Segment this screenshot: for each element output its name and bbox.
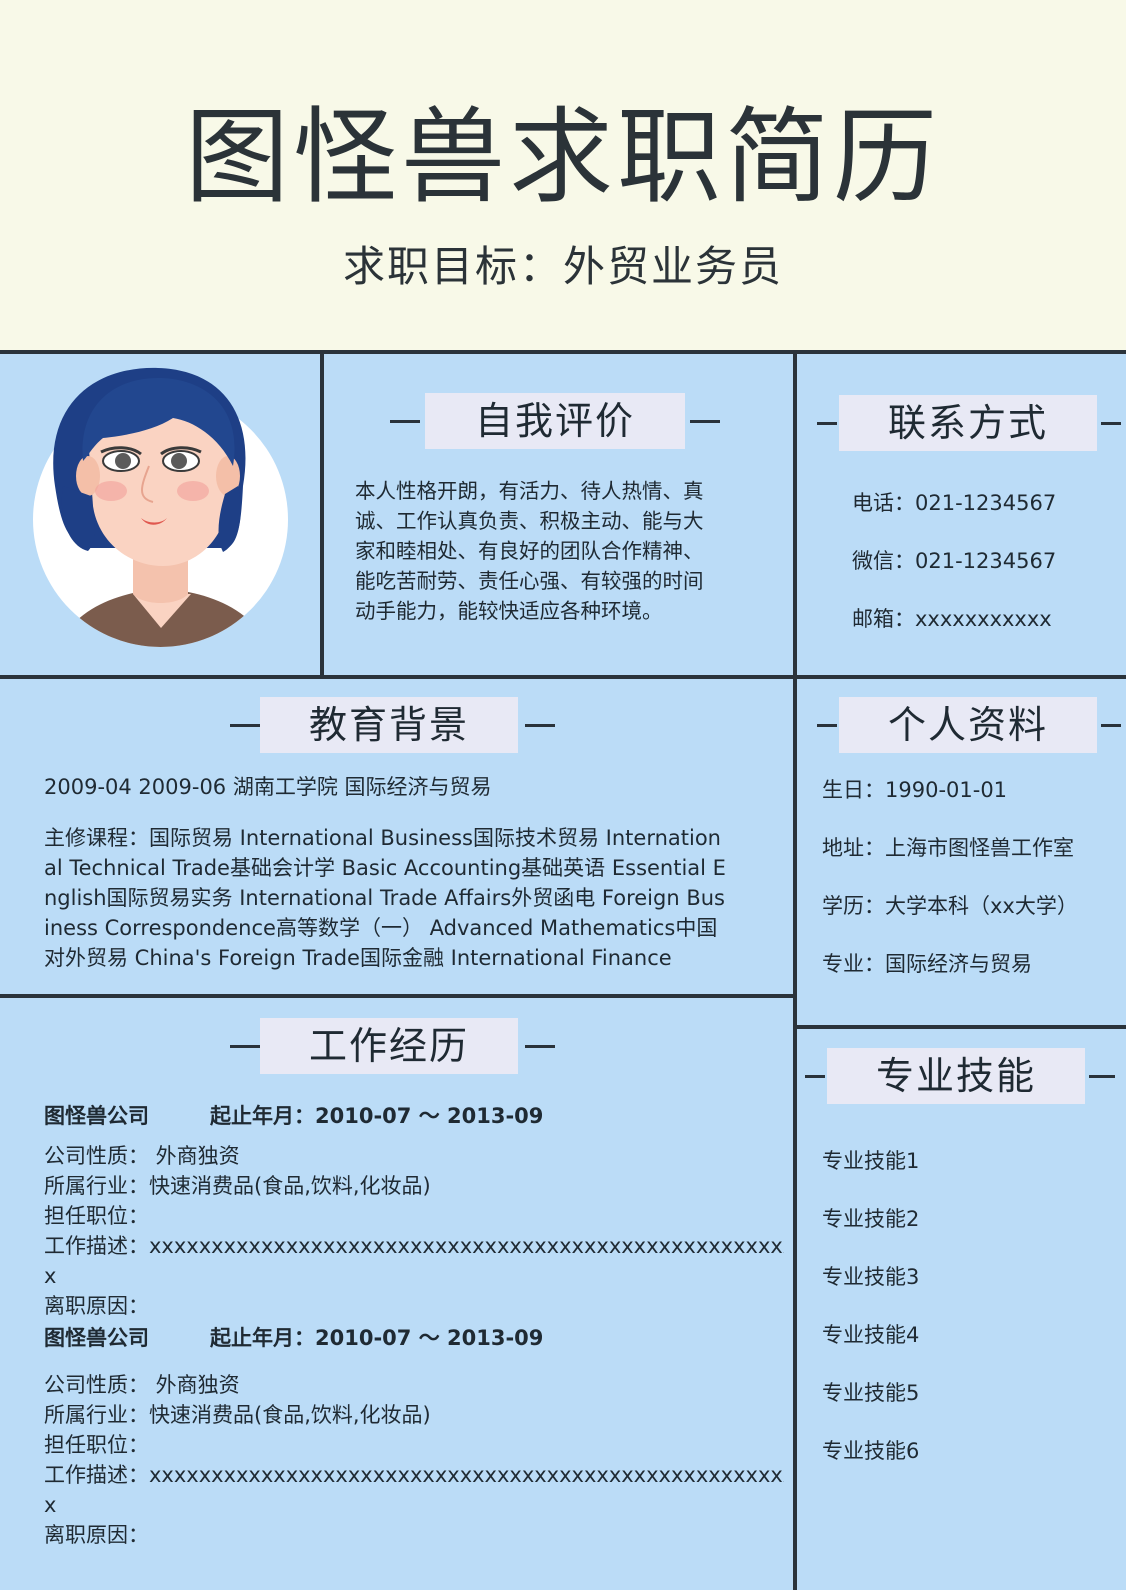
education-title: 教育背景 (260, 697, 518, 753)
job-position: 担任职位： (44, 1433, 149, 1457)
self-eval-title: 自我评价 (425, 393, 685, 449)
skill-item: 专业技能5 (822, 1381, 920, 1405)
self-eval-text: 本人性格开朗，有活力、待人热情、真 诚、工作认真负责、积极主动、能与大 家和睦相… (355, 476, 775, 626)
heading-dash (690, 420, 720, 423)
work-title: 工作经历 (260, 1018, 518, 1074)
divider (0, 994, 795, 998)
divider (320, 352, 324, 677)
self-eval-line: 本人性格开朗，有活力、待人热情、真 (355, 479, 704, 503)
heading-dash (390, 420, 420, 423)
heading-dash (525, 724, 555, 727)
profile-heading: 个人资料 (817, 697, 1122, 753)
job-description: 工作描述：xxxxxxxxxxxxxxxxxxxxxxxxxxxxxxxxxxx… (44, 1234, 784, 1258)
contact-title: 联系方式 (839, 395, 1097, 451)
courses-line: nglish国际贸易实务 International Trade Affairs… (44, 886, 725, 910)
heading-dash (230, 724, 260, 727)
heading-dash (817, 422, 837, 425)
job-description: 工作描述：xxxxxxxxxxxxxxxxxxxxxxxxxxxxxxxxxxx… (44, 1463, 784, 1487)
heading-dash (817, 724, 837, 727)
skills-heading: 专业技能 (805, 1048, 1115, 1104)
divider (793, 352, 797, 1590)
job-description-wrap: x (44, 1264, 57, 1288)
job-objective: 求职目标：外贸业务员 (342, 242, 783, 291)
skill-item: 专业技能4 (822, 1323, 920, 1347)
courses-line: al Technical Trade基础会计学 Basic Accounting… (44, 856, 726, 880)
contact-phone: 电话：021-1234567 (852, 491, 1057, 515)
company-name: 图怪兽公司 (44, 1104, 149, 1128)
self-eval-line: 家和睦相处、有良好的团队合作精神、 (355, 539, 704, 563)
heading-dash (1101, 724, 1121, 727)
education-courses: 主修课程：国际贸易 International Business国际技术贸易 I… (44, 823, 784, 973)
contact-wechat: 微信：021-1234567 (852, 549, 1057, 573)
company-industry: 所属行业：快速消费品(食品,饮料,化妆品) (44, 1174, 431, 1198)
leave-reason: 离职原因： (44, 1294, 149, 1318)
header-banner: 图怪兽求职简历 求职目标：外贸业务员 (0, 0, 1126, 352)
courses-line: iness Correspondence高等数学（一） Advanced Mat… (44, 916, 718, 940)
skill-item: 专业技能6 (822, 1439, 920, 1463)
profile-major: 专业：国际经济与贸易 (822, 952, 1032, 976)
self-eval-line: 能吃苦耐劳、责任心强、有较强的时间 (355, 569, 704, 593)
work-heading: 工作经历 (230, 1018, 555, 1074)
company-name: 图怪兽公司 (44, 1326, 149, 1350)
heading-dash (1101, 422, 1121, 425)
contact-email: 邮箱：xxxxxxxxxxx (852, 607, 1052, 631)
skill-item: 专业技能2 (822, 1207, 920, 1231)
education-period: 2009-04 2009-06 湖南工学院 国际经济与贸易 (44, 775, 492, 799)
contact-heading: 联系方式 (817, 395, 1122, 451)
job-period: 起止年月：2010-07 ～ 2013-09 (210, 1104, 544, 1128)
profile-birthday: 生日：1990-01-01 (822, 778, 1008, 802)
profile-address: 地址：上海市图怪兽工作室 (822, 836, 1074, 860)
heading-dash (230, 1045, 260, 1048)
profile-degree: 学历：大学本科（xx大学） (822, 894, 1078, 918)
self-eval-line: 诚、工作认真负责、积极主动、能与大 (355, 509, 704, 533)
company-nature: 公司性质： 外商独资 (44, 1373, 240, 1397)
skill-item: 专业技能1 (822, 1149, 920, 1173)
self-eval-line: 动手能力，能较快适应各种环境。 (355, 599, 663, 623)
profile-title: 个人资料 (839, 697, 1097, 753)
divider (0, 350, 1126, 354)
job-period: 起止年月：2010-07 ～ 2013-09 (210, 1326, 544, 1350)
courses-line: 对外贸易 China's Foreign Trade国际金融 Internati… (44, 946, 672, 970)
heading-dash (1089, 1075, 1115, 1078)
courses-line: 主修课程：国际贸易 International Business国际技术贸易 I… (44, 826, 721, 850)
leave-reason: 离职原因： (44, 1523, 149, 1547)
self-eval-heading: 自我评价 (390, 393, 720, 449)
job-description-wrap: x (44, 1493, 57, 1517)
resume-title: 图怪兽求职简历 (184, 96, 941, 218)
avatar-illustration (53, 367, 273, 647)
heading-dash (805, 1075, 825, 1078)
company-industry: 所属行业：快速消费品(食品,饮料,化妆品) (44, 1403, 431, 1427)
skill-item: 专业技能3 (822, 1265, 920, 1289)
divider (795, 1025, 1126, 1029)
job-position: 担任职位： (44, 1204, 149, 1228)
education-heading: 教育背景 (230, 697, 555, 753)
skills-title: 专业技能 (827, 1048, 1085, 1104)
divider (0, 675, 1126, 679)
company-nature: 公司性质： 外商独资 (44, 1144, 240, 1168)
heading-dash (525, 1045, 555, 1048)
